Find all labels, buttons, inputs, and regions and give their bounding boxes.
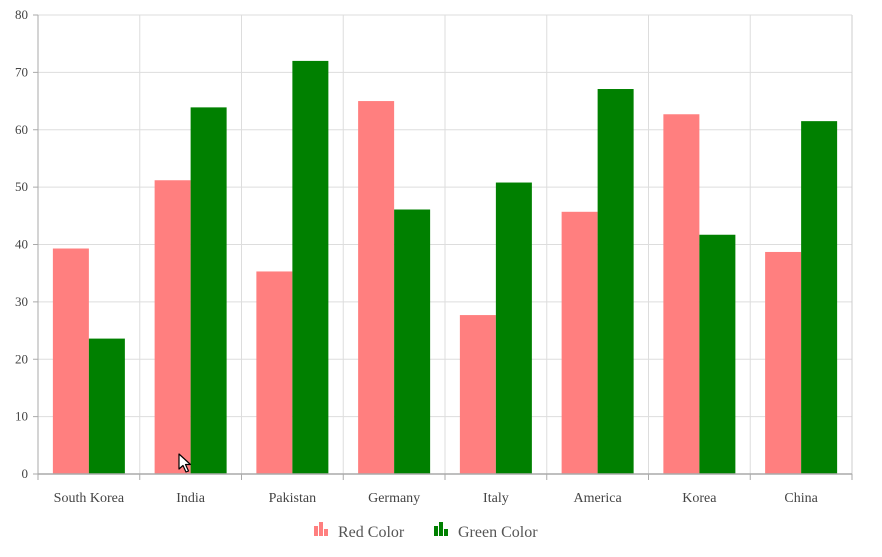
bar-chart-icon — [314, 522, 328, 536]
bar-green-color[interactable] — [597, 89, 634, 475]
legend-icon-bar — [324, 529, 328, 536]
bar-chart-icon — [434, 522, 448, 536]
x-tick-label: South Korea — [54, 491, 125, 506]
legend-icon-bar — [439, 522, 443, 536]
x-tick-label: America — [574, 491, 623, 506]
x-tick-label: Korea — [682, 491, 717, 506]
bar-green-color[interactable] — [394, 209, 431, 474]
legend-label: Red Color — [338, 524, 405, 541]
legend-icon-bar — [319, 522, 323, 536]
y-axis-ticks: 0 10 20 30 40 50 60 70 80 — [15, 7, 28, 481]
bars-layer — [52, 60, 838, 475]
bar-green-color[interactable] — [495, 182, 532, 474]
bar-red-color[interactable] — [358, 101, 395, 474]
y-tick-label: 0 — [22, 466, 29, 481]
y-tick-label: 40 — [15, 237, 28, 252]
x-tick-label: Pakistan — [269, 491, 316, 506]
bar-green-color[interactable] — [190, 107, 227, 474]
x-tick-label: Italy — [483, 491, 509, 506]
bar-red-color[interactable] — [256, 271, 293, 474]
y-tick-label: 20 — [15, 351, 28, 366]
legend-icon-bar — [444, 529, 448, 536]
y-tick-label: 50 — [15, 179, 28, 194]
mouse-pointer-icon — [178, 453, 192, 473]
axes-layer — [33, 14, 853, 480]
x-tick-label: India — [176, 491, 206, 506]
bar-green-color[interactable] — [699, 234, 736, 474]
x-tick-label: Germany — [368, 491, 420, 506]
x-axis-ticks: South Korea India Pakistan Germany Italy Amer… — [54, 491, 819, 506]
legend[interactable]: Red Color Green Color — [314, 522, 538, 541]
grid-layer — [38, 14, 853, 474]
legend-label: Green Color — [458, 524, 538, 541]
y-tick-label: 10 — [15, 409, 28, 424]
bar-green-color[interactable] — [801, 121, 838, 475]
y-tick-label: 70 — [15, 64, 28, 79]
bar-red-color[interactable] — [52, 248, 89, 474]
legend-icon-bar — [314, 526, 318, 536]
y-tick-label: 80 — [15, 7, 28, 22]
legend-item-red-color[interactable]: Red Color — [314, 522, 405, 541]
bar-red-color[interactable] — [561, 211, 598, 474]
bar-red-color[interactable] — [154, 180, 191, 475]
legend-item-green-color[interactable]: Green Color — [434, 522, 538, 541]
bar-green-color[interactable] — [88, 338, 125, 474]
x-tick-label: China — [784, 491, 818, 506]
bar-red-color[interactable] — [459, 315, 496, 474]
bar-red-color[interactable] — [663, 114, 700, 474]
legend-icon-bar — [434, 526, 438, 536]
bar-green-color[interactable] — [292, 60, 329, 475]
bar-red-color[interactable] — [765, 251, 802, 474]
y-tick-label: 60 — [15, 122, 28, 137]
y-tick-label: 30 — [15, 294, 28, 309]
